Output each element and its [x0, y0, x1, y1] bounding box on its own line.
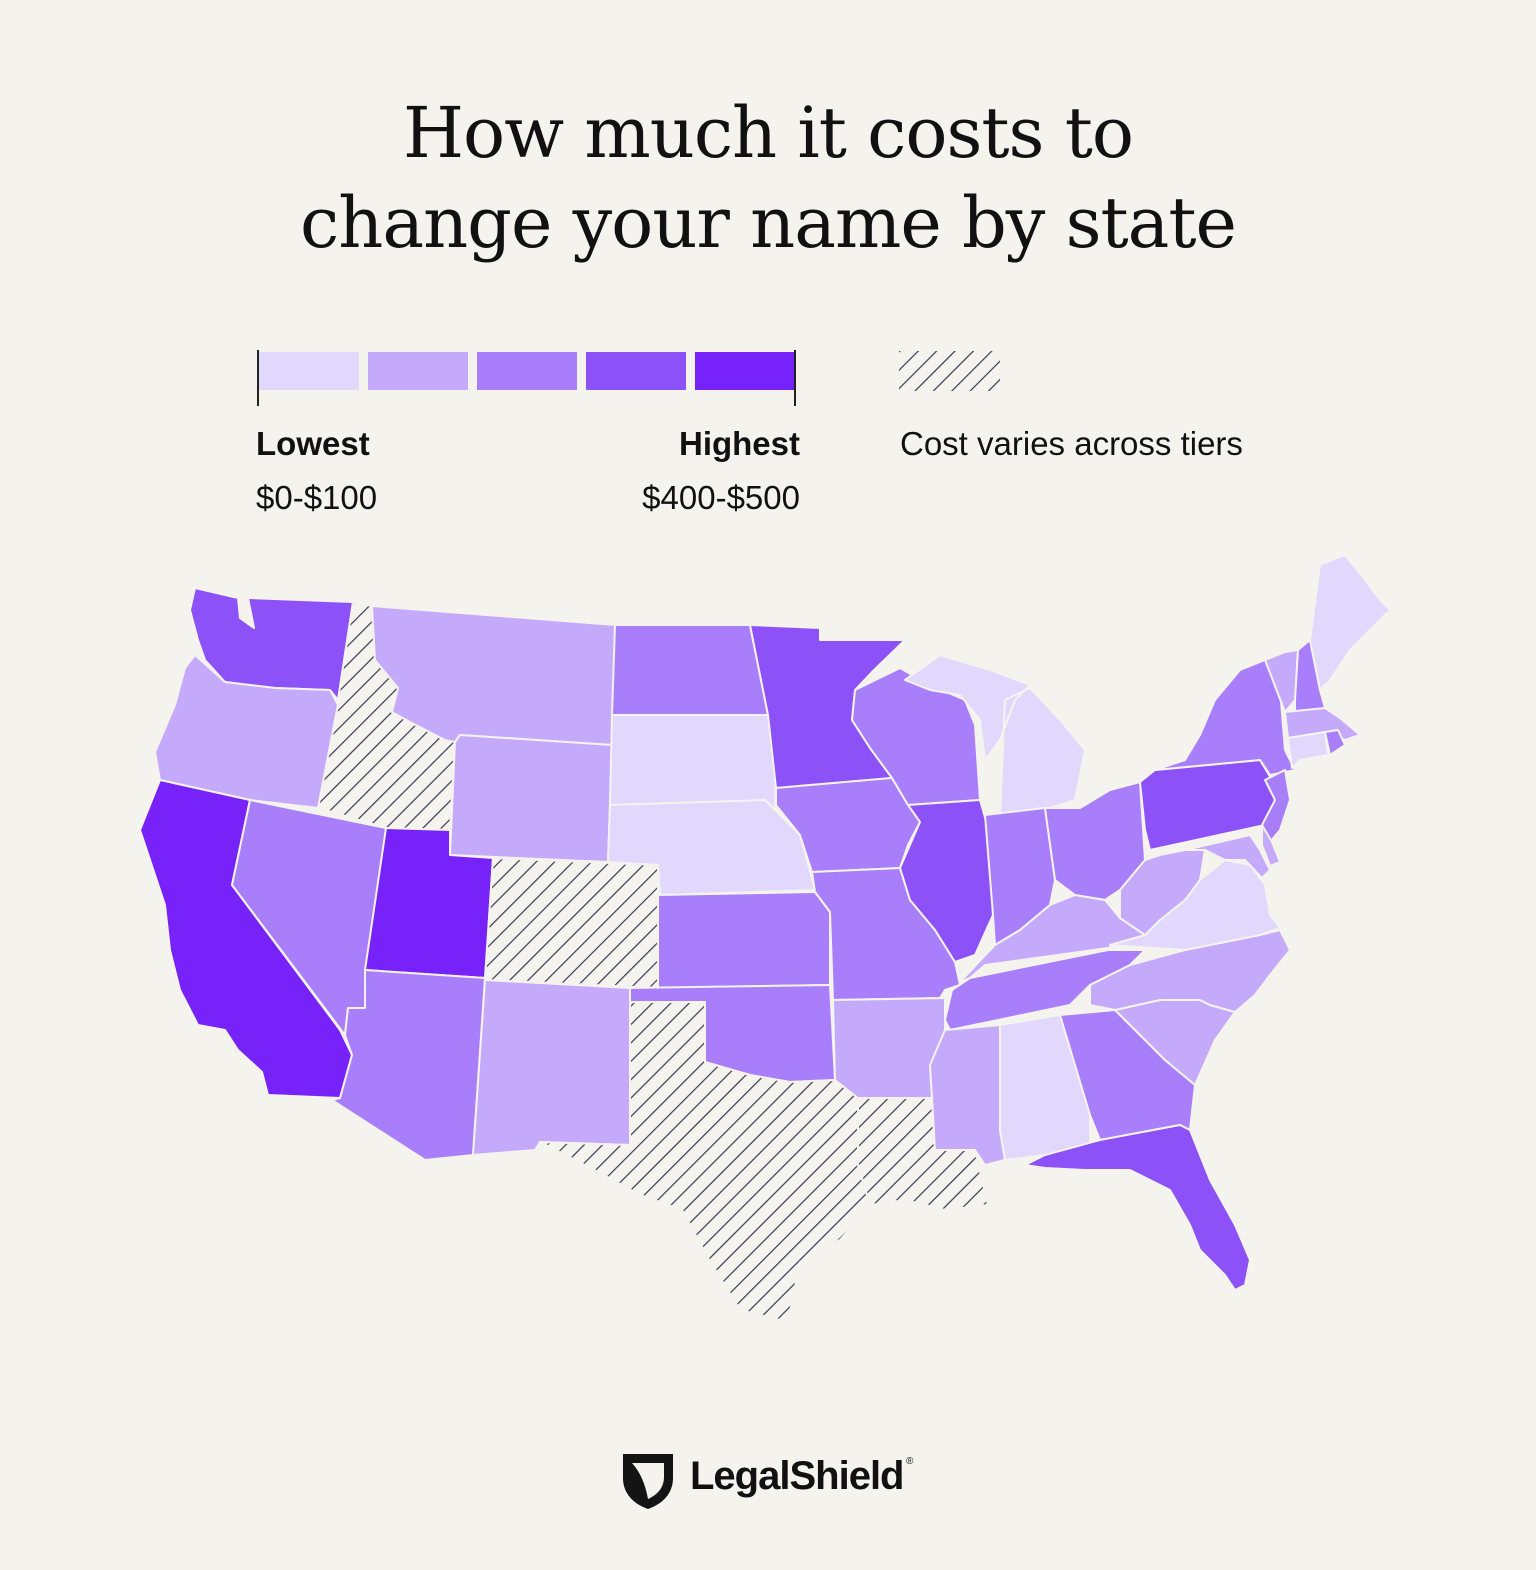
state-pa [1139, 759, 1279, 851]
state-or [154, 654, 339, 809]
legend-swatch-tier-2 [368, 352, 468, 390]
state-wy [449, 734, 613, 863]
state-ms [929, 1024, 1006, 1166]
legend-high-label: Highest [678, 425, 800, 462]
state-ky [959, 894, 1146, 983]
state-ct [1287, 731, 1329, 769]
legend-low-range: $0-$100 [256, 479, 378, 516]
state-tx [539, 1001, 871, 1323]
state-wa [189, 587, 354, 701]
title-line-1: How much it costs to [403, 92, 1134, 174]
state-md [1184, 834, 1271, 879]
state-mi [904, 654, 1086, 816]
legend-swatch-tier-1 [259, 352, 359, 390]
state-sd [609, 714, 777, 811]
state-nd [611, 624, 769, 716]
legend-high-range: $400-$500 [642, 479, 800, 516]
legend-hatch-label: Cost varies across tiers [900, 425, 1243, 462]
page-title: How much it costs to change your name by… [0, 88, 1536, 268]
legend-low-label: Lowest [256, 425, 370, 462]
legend-swatch-tier-4 [586, 352, 686, 390]
state-de [1261, 824, 1281, 867]
title-line-2: change your name by state [300, 182, 1237, 264]
state-ar [832, 997, 946, 1099]
legend-swatch-tier-5 [695, 352, 795, 390]
legend-hatch-swatch [899, 351, 1000, 391]
legend-low-tick [257, 350, 259, 406]
shield-icon [623, 1454, 673, 1509]
state-nm [472, 979, 631, 1156]
brand-registered-mark: ® [906, 1456, 914, 1467]
legend-swatch-tier-3 [477, 352, 577, 390]
state-ks [657, 891, 831, 989]
state-nj [1261, 769, 1291, 843]
state-wv [1119, 849, 1206, 936]
legend-high-tick [794, 350, 796, 406]
brand-footer: LegalShield ® [620, 1448, 940, 1512]
states-layer [139, 554, 1391, 1323]
brand-name: LegalShield [690, 1454, 904, 1498]
state-ri [1324, 729, 1346, 756]
state-me [1309, 554, 1391, 691]
state-fl [1024, 1124, 1251, 1291]
state-co [484, 857, 659, 989]
